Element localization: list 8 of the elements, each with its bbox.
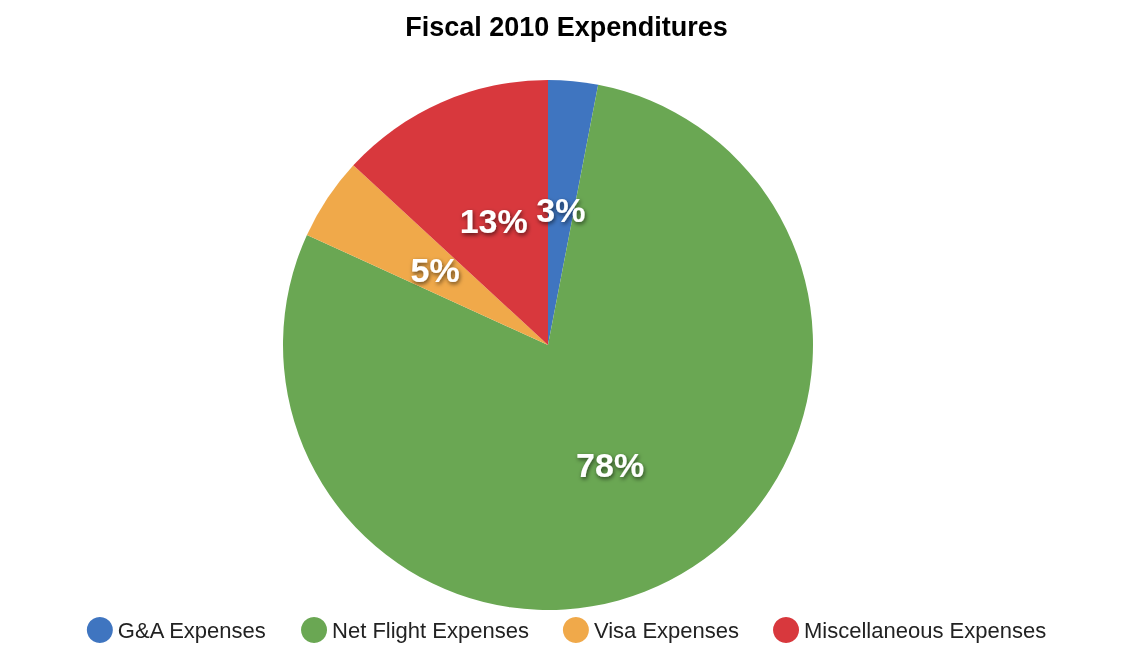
data-label: 5% — [410, 250, 460, 289]
legend-label: Visa Expenses — [593, 617, 740, 643]
data-label: 13% — [459, 201, 528, 240]
legend-label: Miscellaneous Expenses — [804, 617, 1047, 643]
legend-label: G&A Expenses — [117, 617, 266, 643]
legend-label: Net Flight Expenses — [332, 617, 529, 643]
data-label: 78% — [576, 446, 645, 485]
chart-title: Fiscal 2010 Expenditures — [405, 11, 728, 42]
